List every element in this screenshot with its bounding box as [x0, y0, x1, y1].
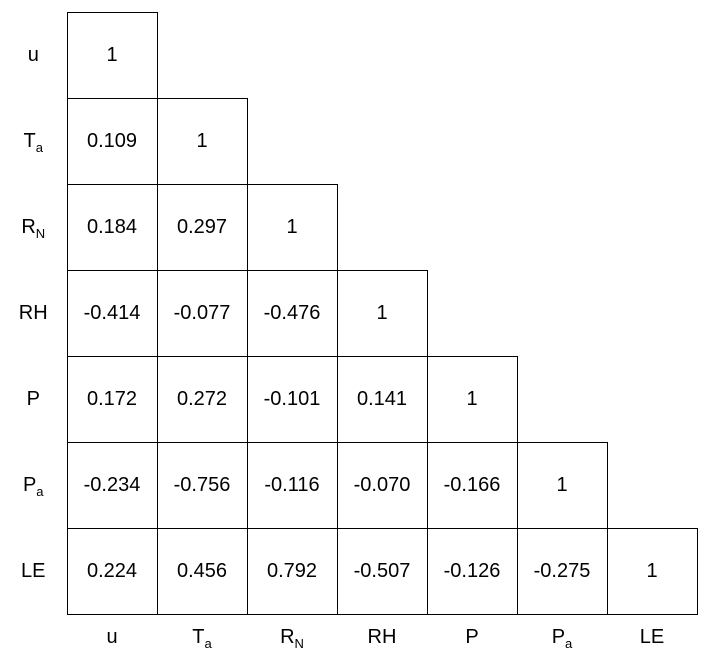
corner-spacer	[0, 615, 67, 659]
empty-cell	[337, 184, 427, 271]
matrix-row-Ta: Ta 0.109 1	[0, 98, 697, 185]
matrix-row-LE: LE 0.224 0.456 0.792 -0.507 -0.126 -0.275 1	[0, 528, 698, 615]
column-label-LE: LE	[607, 614, 697, 659]
corr-cell-LE-u: 0.224	[66, 528, 158, 615]
empty-cell	[607, 442, 697, 529]
corr-cell-P-RN: -0.101	[246, 356, 338, 443]
correlation-matrix: u 1 Ta 0.109 1 RN 0.184 0.297 1 RH -0.414 -0.077 -0.…	[0, 12, 698, 659]
empty-cell	[517, 270, 607, 357]
column-label-Ta: Ta	[157, 614, 247, 659]
corr-cell-Pa-Pa: 1	[516, 442, 608, 529]
corr-cell-RH-Ta: -0.077	[156, 270, 248, 357]
column-label-RN: RN	[247, 614, 337, 659]
variable-subscript: a	[204, 635, 212, 651]
corr-cell-RH-u: -0.414	[66, 270, 158, 357]
empty-cell	[247, 98, 337, 185]
corr-cell-P-P: 1	[426, 356, 518, 443]
corr-cell-Pa-u: -0.234	[66, 442, 158, 529]
row-label-Ta: Ta	[0, 98, 67, 185]
corr-cell-RN-RN: 1	[246, 184, 338, 271]
empty-cell	[517, 98, 607, 185]
empty-cell	[157, 12, 247, 99]
matrix-row-Pa: Pa -0.234 -0.756 -0.116 -0.070 -0.166 1	[0, 442, 697, 529]
corr-cell-LE-Ta: 0.456	[156, 528, 248, 615]
empty-cell	[427, 270, 517, 357]
corr-cell-P-Ta: 0.272	[156, 356, 248, 443]
empty-cell	[427, 184, 517, 271]
row-label-RN: RN	[0, 184, 67, 271]
corr-cell-Pa-Ta: -0.756	[156, 442, 248, 529]
column-label-P: P	[427, 614, 517, 659]
corr-cell-P-u: 0.172	[66, 356, 158, 443]
row-label-RH: RH	[0, 270, 67, 357]
row-label-u: u	[0, 12, 67, 99]
row-label-LE: LE	[0, 528, 67, 615]
corr-cell-P-RH: 0.141	[336, 356, 428, 443]
corr-cell-u-u: 1	[66, 12, 158, 99]
empty-cell	[607, 184, 697, 271]
matrix-row-P: P 0.172 0.272 -0.101 0.141 1	[0, 356, 697, 443]
row-label-P: P	[0, 356, 67, 443]
variable-subscript: N	[35, 226, 46, 241]
empty-cell	[607, 98, 697, 185]
row-label-Pa: Pa	[0, 442, 67, 529]
corr-cell-LE-RN: 0.792	[246, 528, 338, 615]
column-label-Pa: Pa	[517, 614, 607, 659]
variable-subscript: a	[36, 484, 44, 499]
corr-cell-Ta-u: 0.109	[66, 98, 158, 185]
column-label-RH: RH	[337, 614, 427, 659]
variable-subscript: N	[294, 635, 304, 651]
matrix-row-RH: RH -0.414 -0.077 -0.476 1	[0, 270, 697, 357]
corr-cell-LE-P: -0.126	[426, 528, 518, 615]
empty-cell	[337, 12, 427, 99]
corr-cell-RH-RH: 1	[336, 270, 428, 357]
variable-subscript: a	[35, 140, 43, 155]
empty-cell	[517, 184, 607, 271]
empty-cell	[247, 12, 337, 99]
variable-subscript: a	[565, 635, 573, 651]
empty-cell	[607, 356, 697, 443]
corr-cell-LE-LE: 1	[606, 528, 698, 615]
empty-cell	[517, 12, 607, 99]
matrix-row-RN: RN 0.184 0.297 1	[0, 184, 697, 271]
empty-cell	[607, 12, 697, 99]
matrix-body: u 1 Ta 0.109 1 RN 0.184 0.297 1 RH -0.414 -0.077 -0.…	[0, 12, 698, 659]
empty-cell	[427, 12, 517, 99]
corr-cell-RN-Ta: 0.297	[156, 184, 248, 271]
column-label-row: u Ta RN RH P Pa LE	[0, 614, 697, 659]
column-label-u: u	[67, 614, 157, 659]
corr-cell-RH-RN: -0.476	[246, 270, 338, 357]
corr-cell-RN-u: 0.184	[66, 184, 158, 271]
corr-cell-Pa-P: -0.166	[426, 442, 518, 529]
corr-cell-Ta-Ta: 1	[156, 98, 248, 185]
corr-cell-Pa-RN: -0.116	[246, 442, 338, 529]
empty-cell	[427, 98, 517, 185]
empty-cell	[517, 356, 607, 443]
empty-cell	[337, 98, 427, 185]
corr-cell-LE-RH: -0.507	[336, 528, 428, 615]
corr-cell-Pa-RH: -0.070	[336, 442, 428, 529]
corr-cell-LE-Pa: -0.275	[516, 528, 608, 615]
empty-cell	[607, 270, 697, 357]
